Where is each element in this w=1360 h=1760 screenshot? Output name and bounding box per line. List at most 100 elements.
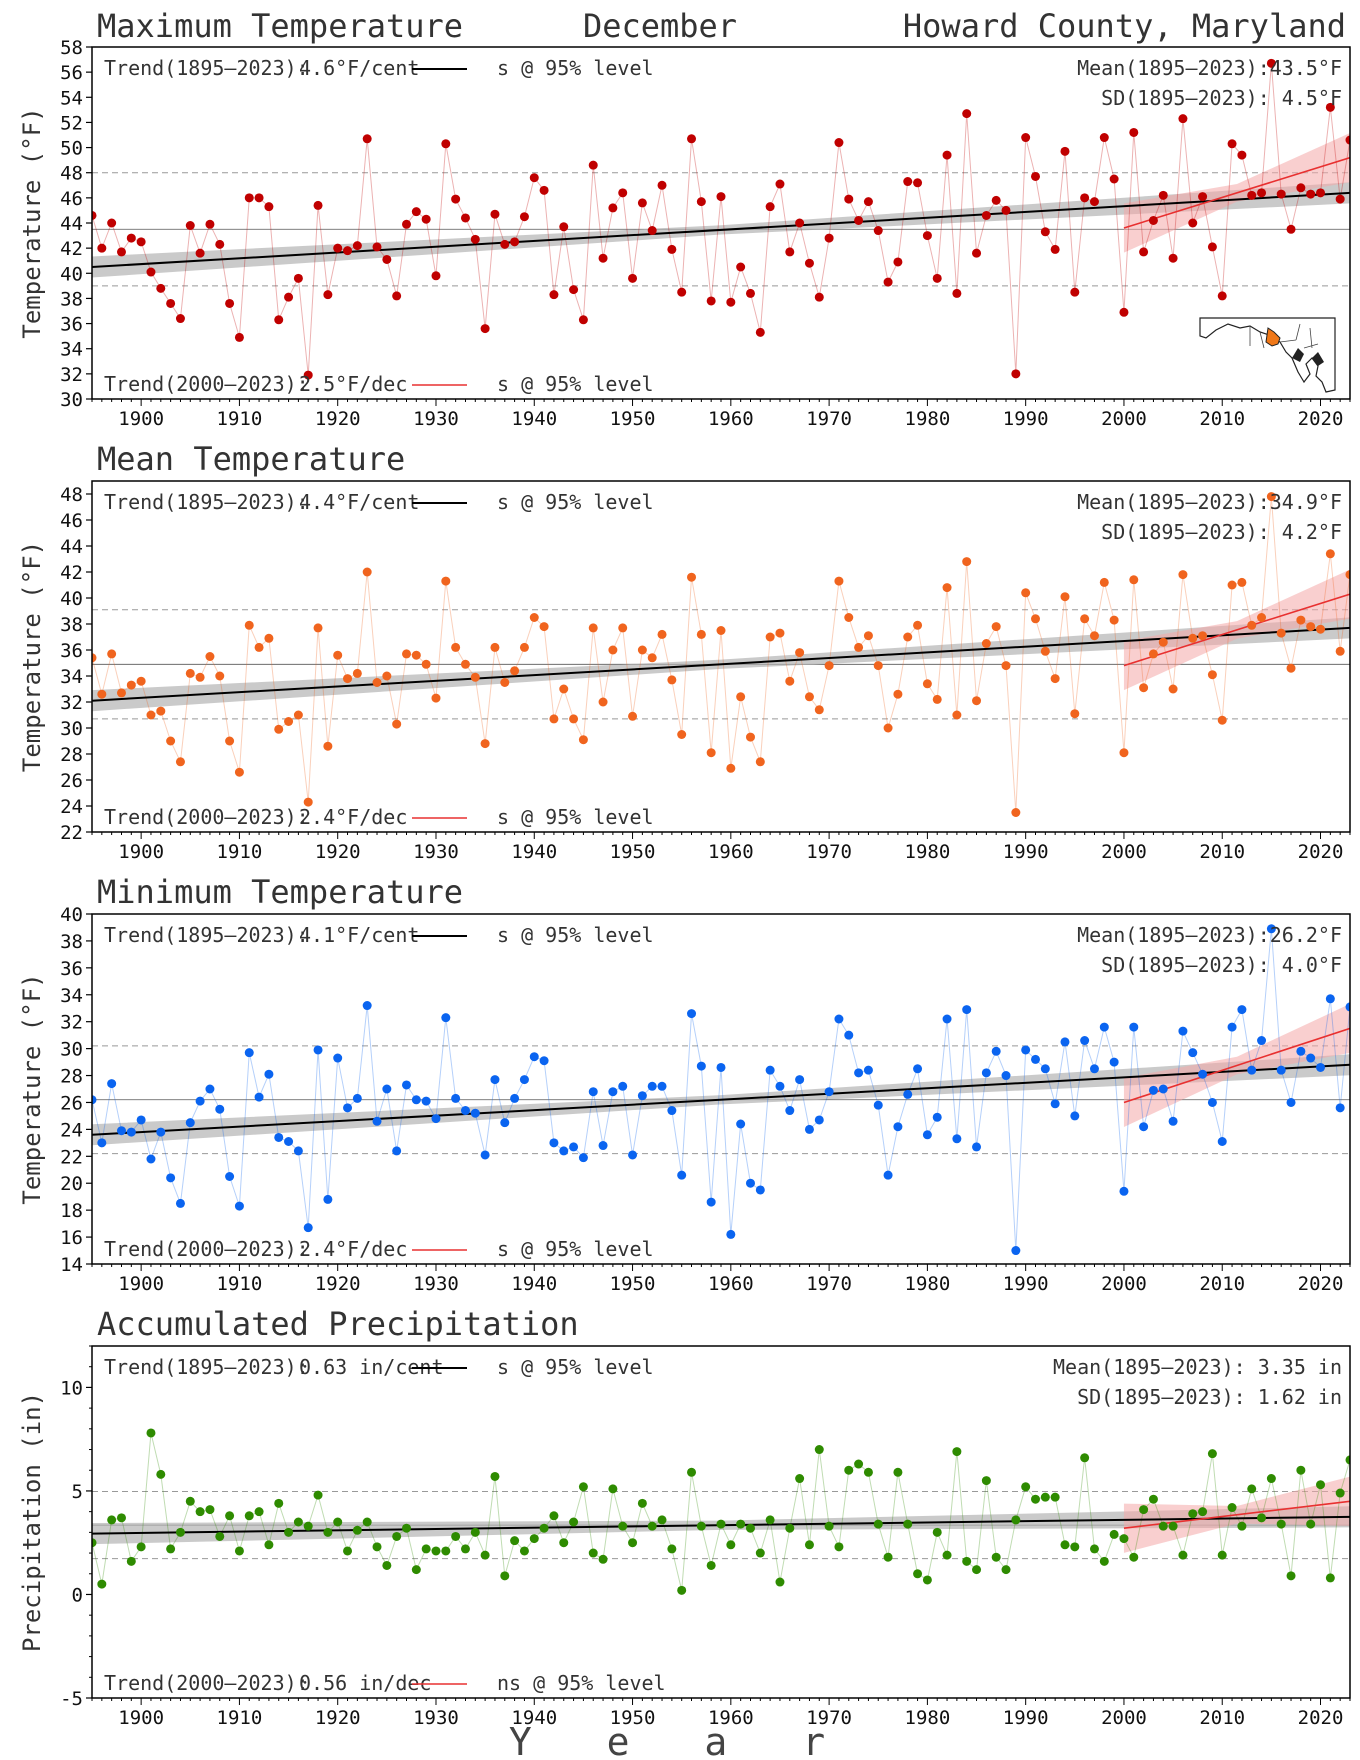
data-point <box>136 237 146 247</box>
data-point <box>1011 808 1021 817</box>
data-point <box>451 194 461 204</box>
data-point <box>1207 1449 1217 1459</box>
data-point <box>1217 715 1227 725</box>
data-point <box>146 710 156 720</box>
x-tick-label: 1970 <box>806 1707 852 1729</box>
data-point <box>588 1548 598 1558</box>
x-tick-label: 1990 <box>1003 408 1049 430</box>
data-point <box>274 315 284 325</box>
data-point <box>1011 369 1021 379</box>
data-point <box>863 1467 873 1477</box>
data-point <box>146 1154 156 1164</box>
data-point <box>1335 646 1345 656</box>
data-point <box>1109 615 1119 625</box>
data-point <box>736 692 746 702</box>
plot-area <box>92 58 1350 380</box>
data-point <box>392 1146 402 1156</box>
y-tick-label: 24 <box>60 1119 83 1141</box>
data-point <box>608 203 618 213</box>
data-point <box>1060 592 1070 602</box>
data-point <box>804 1540 814 1550</box>
y-tick-label: 34 <box>60 985 83 1007</box>
data-point <box>952 1447 962 1457</box>
x-tick-label: 1970 <box>806 1273 852 1295</box>
data-point <box>97 1579 107 1589</box>
data-point <box>352 241 362 251</box>
y-tick-label: 22 <box>60 822 83 844</box>
data-point <box>215 1104 225 1114</box>
data-point <box>1011 1515 1021 1525</box>
data-point <box>1266 1474 1276 1484</box>
x-tick-label: 1900 <box>118 408 164 430</box>
data-point <box>1158 1084 1168 1094</box>
data-point <box>225 298 235 308</box>
x-tick-label: 1930 <box>413 408 459 430</box>
data-point <box>745 1178 755 1188</box>
data-point <box>863 1065 873 1075</box>
data-point <box>500 239 510 249</box>
data-point <box>1050 674 1060 684</box>
data-point <box>274 1498 284 1508</box>
data-point <box>637 1498 647 1508</box>
data-point <box>529 613 539 622</box>
data-point <box>254 642 264 652</box>
data-point <box>598 253 608 263</box>
data-point <box>637 1091 647 1101</box>
data-point <box>1148 649 1158 659</box>
data-point <box>166 736 176 746</box>
data-point <box>1109 1057 1119 1067</box>
data-point <box>116 1126 126 1136</box>
x-tick-label: 2010 <box>1199 1707 1245 1729</box>
trend-long-significance: s @ 95% level <box>497 923 654 947</box>
data-point <box>185 1496 195 1506</box>
data-point <box>628 1150 638 1160</box>
data-point <box>333 1053 343 1063</box>
data-point <box>932 1527 942 1537</box>
data-point <box>608 645 618 655</box>
data-point <box>1276 628 1286 638</box>
data-point <box>382 254 392 264</box>
data-point <box>1021 1482 1031 1492</box>
data-point <box>225 736 235 746</box>
x-tick-label: 1960 <box>708 841 754 863</box>
y-axis-label: Temperature (°F) <box>18 973 46 1204</box>
data-point <box>431 1114 441 1124</box>
data-point <box>647 226 657 236</box>
panel-title-min: Minimum Temperature <box>97 873 463 911</box>
data-point <box>569 714 579 724</box>
data-point <box>804 258 814 268</box>
data-point <box>569 1517 579 1527</box>
data-point <box>107 649 117 659</box>
data-point <box>539 1523 549 1533</box>
data-point <box>922 231 932 241</box>
data-point <box>677 1585 687 1595</box>
data-point <box>1109 174 1119 184</box>
data-point <box>244 193 254 203</box>
data-point <box>362 134 372 144</box>
y-tick-label: 26 <box>60 1092 83 1114</box>
data-point <box>1089 1064 1099 1074</box>
trend-short-significance: ns @ 95% level <box>497 1671 666 1695</box>
trend-long-line <box>92 191 1350 268</box>
maryland-map-inset <box>1199 317 1336 393</box>
data-point <box>362 1001 372 1011</box>
data-point <box>313 1045 323 1055</box>
trend-short-label: Trend(2000–2023): <box>104 372 309 396</box>
data-point <box>588 623 598 633</box>
data-point <box>529 1052 539 1062</box>
data-point <box>333 650 343 660</box>
data-point <box>932 1112 942 1122</box>
data-point <box>205 219 215 229</box>
data-point <box>1099 1022 1109 1032</box>
data-point <box>421 214 431 224</box>
data-point <box>126 1556 136 1566</box>
y-tick-label: 14 <box>60 1254 83 1276</box>
data-point <box>451 1093 461 1103</box>
data-point <box>942 150 952 160</box>
trend-short-label: Trend(2000–2023): <box>104 1671 309 1695</box>
trend-short-value: 0.56 in/dec <box>299 1671 431 1695</box>
data-point <box>981 1068 991 1078</box>
data-point <box>687 1009 697 1019</box>
data-point <box>854 1459 864 1469</box>
trend-long-value: 4.1°F/cent <box>299 923 419 947</box>
